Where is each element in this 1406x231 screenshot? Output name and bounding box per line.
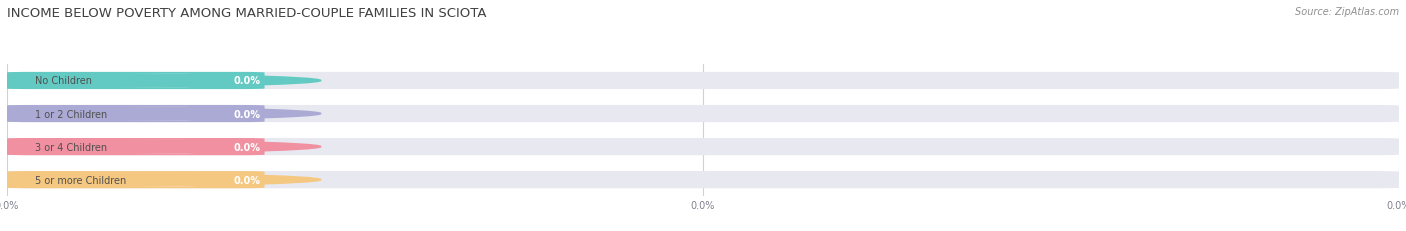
Text: 0.0%: 0.0% <box>233 76 260 86</box>
FancyBboxPatch shape <box>7 106 1399 123</box>
Circle shape <box>0 140 321 154</box>
FancyBboxPatch shape <box>7 106 264 123</box>
Text: 1 or 2 Children: 1 or 2 Children <box>35 109 107 119</box>
FancyBboxPatch shape <box>10 74 198 88</box>
Text: 0.0%: 0.0% <box>233 175 260 185</box>
Text: 0.0%: 0.0% <box>233 142 260 152</box>
Text: INCOME BELOW POVERTY AMONG MARRIED-COUPLE FAMILIES IN SCIOTA: INCOME BELOW POVERTY AMONG MARRIED-COUPL… <box>7 7 486 20</box>
Text: 3 or 4 Children: 3 or 4 Children <box>35 142 107 152</box>
FancyBboxPatch shape <box>7 73 264 90</box>
FancyBboxPatch shape <box>10 107 198 121</box>
Text: 0.0%: 0.0% <box>233 109 260 119</box>
FancyBboxPatch shape <box>7 171 1399 188</box>
FancyBboxPatch shape <box>7 73 1399 90</box>
Circle shape <box>0 74 321 88</box>
Text: Source: ZipAtlas.com: Source: ZipAtlas.com <box>1295 7 1399 17</box>
Text: 5 or more Children: 5 or more Children <box>35 175 127 185</box>
FancyBboxPatch shape <box>10 140 198 154</box>
Circle shape <box>0 107 321 121</box>
FancyBboxPatch shape <box>10 173 198 187</box>
FancyBboxPatch shape <box>7 138 264 155</box>
Circle shape <box>0 173 321 187</box>
FancyBboxPatch shape <box>7 171 264 188</box>
Text: No Children: No Children <box>35 76 91 86</box>
FancyBboxPatch shape <box>7 138 1399 155</box>
